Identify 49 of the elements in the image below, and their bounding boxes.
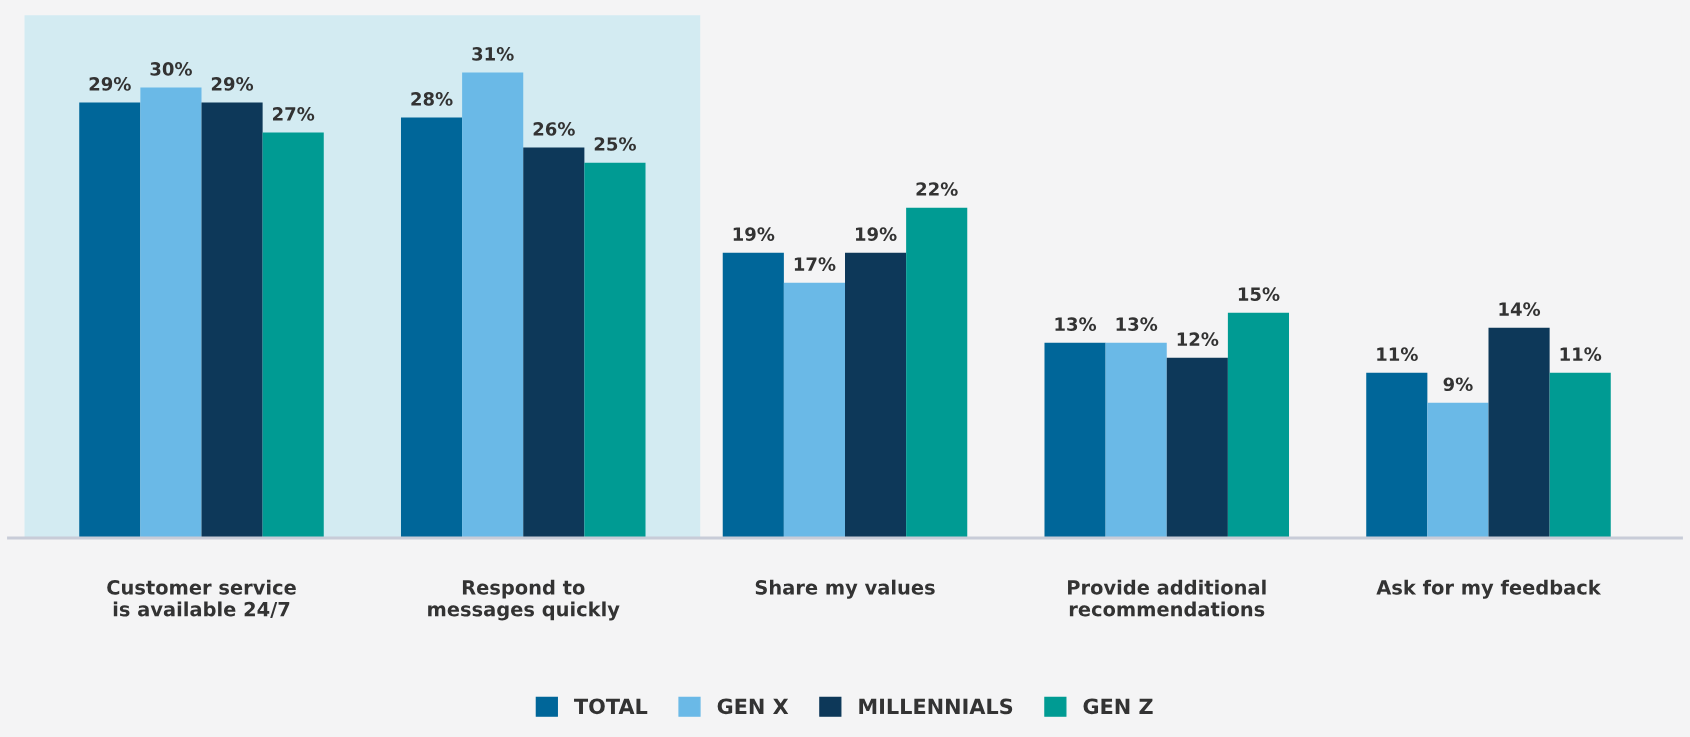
bar	[262, 132, 324, 539]
bar	[1366, 372, 1428, 539]
bar	[1105, 342, 1167, 539]
data-label: 11%	[1377, 347, 1418, 362]
data-label: 29%	[89, 77, 131, 91]
bar	[845, 252, 907, 539]
bar	[1044, 342, 1106, 539]
data-label: 26%	[533, 122, 575, 136]
bar	[79, 102, 141, 539]
bar	[462, 72, 524, 539]
data-label: 13%	[1116, 317, 1158, 331]
data-label: 27%	[273, 107, 315, 121]
bar	[1427, 402, 1489, 539]
bar	[400, 117, 463, 539]
data-label: 19%	[733, 227, 775, 241]
bar	[906, 207, 968, 539]
data-label: 15%	[1238, 287, 1280, 301]
x-tick-label: Respond to messages quickly	[428, 579, 620, 621]
data-label: 11%	[1560, 347, 1602, 362]
legend-label: GEN Z	[1083, 698, 1153, 715]
x-tick-label: Customer service is available 24/7	[107, 579, 296, 619]
data-label: 9%	[1443, 377, 1473, 392]
bar	[584, 162, 646, 539]
data-label: 25%	[594, 137, 636, 151]
x-tick-label: Provide additional recommendations	[1068, 579, 1266, 617]
data-label: 28%	[411, 92, 453, 106]
bar	[1488, 327, 1550, 539]
data-label: 12%	[1177, 332, 1219, 346]
data-label: 19%	[855, 227, 897, 241]
data-label: 29%	[211, 77, 254, 91]
legend-label: GEN X	[717, 698, 789, 715]
x-tick-label: Ask for my feedback	[1376, 579, 1602, 599]
legend-label: MILLENNIALS	[859, 698, 1013, 715]
bar	[1227, 312, 1290, 539]
data-label: 31%	[472, 47, 514, 61]
legend-label: TOTAL	[574, 698, 648, 715]
data-label: 17%	[794, 257, 836, 271]
data-label: 22%	[916, 182, 958, 196]
bar	[523, 147, 585, 539]
data-label: 13%	[1055, 317, 1097, 331]
bar	[140, 87, 202, 539]
bar	[1549, 372, 1611, 539]
bar	[201, 102, 263, 539]
bar	[1166, 357, 1228, 539]
bar	[722, 252, 784, 539]
bar	[783, 282, 845, 539]
data-label: 14%	[1499, 302, 1541, 316]
x-tick-label: Share my values	[755, 579, 935, 599]
data-label: 30%	[150, 62, 192, 76]
